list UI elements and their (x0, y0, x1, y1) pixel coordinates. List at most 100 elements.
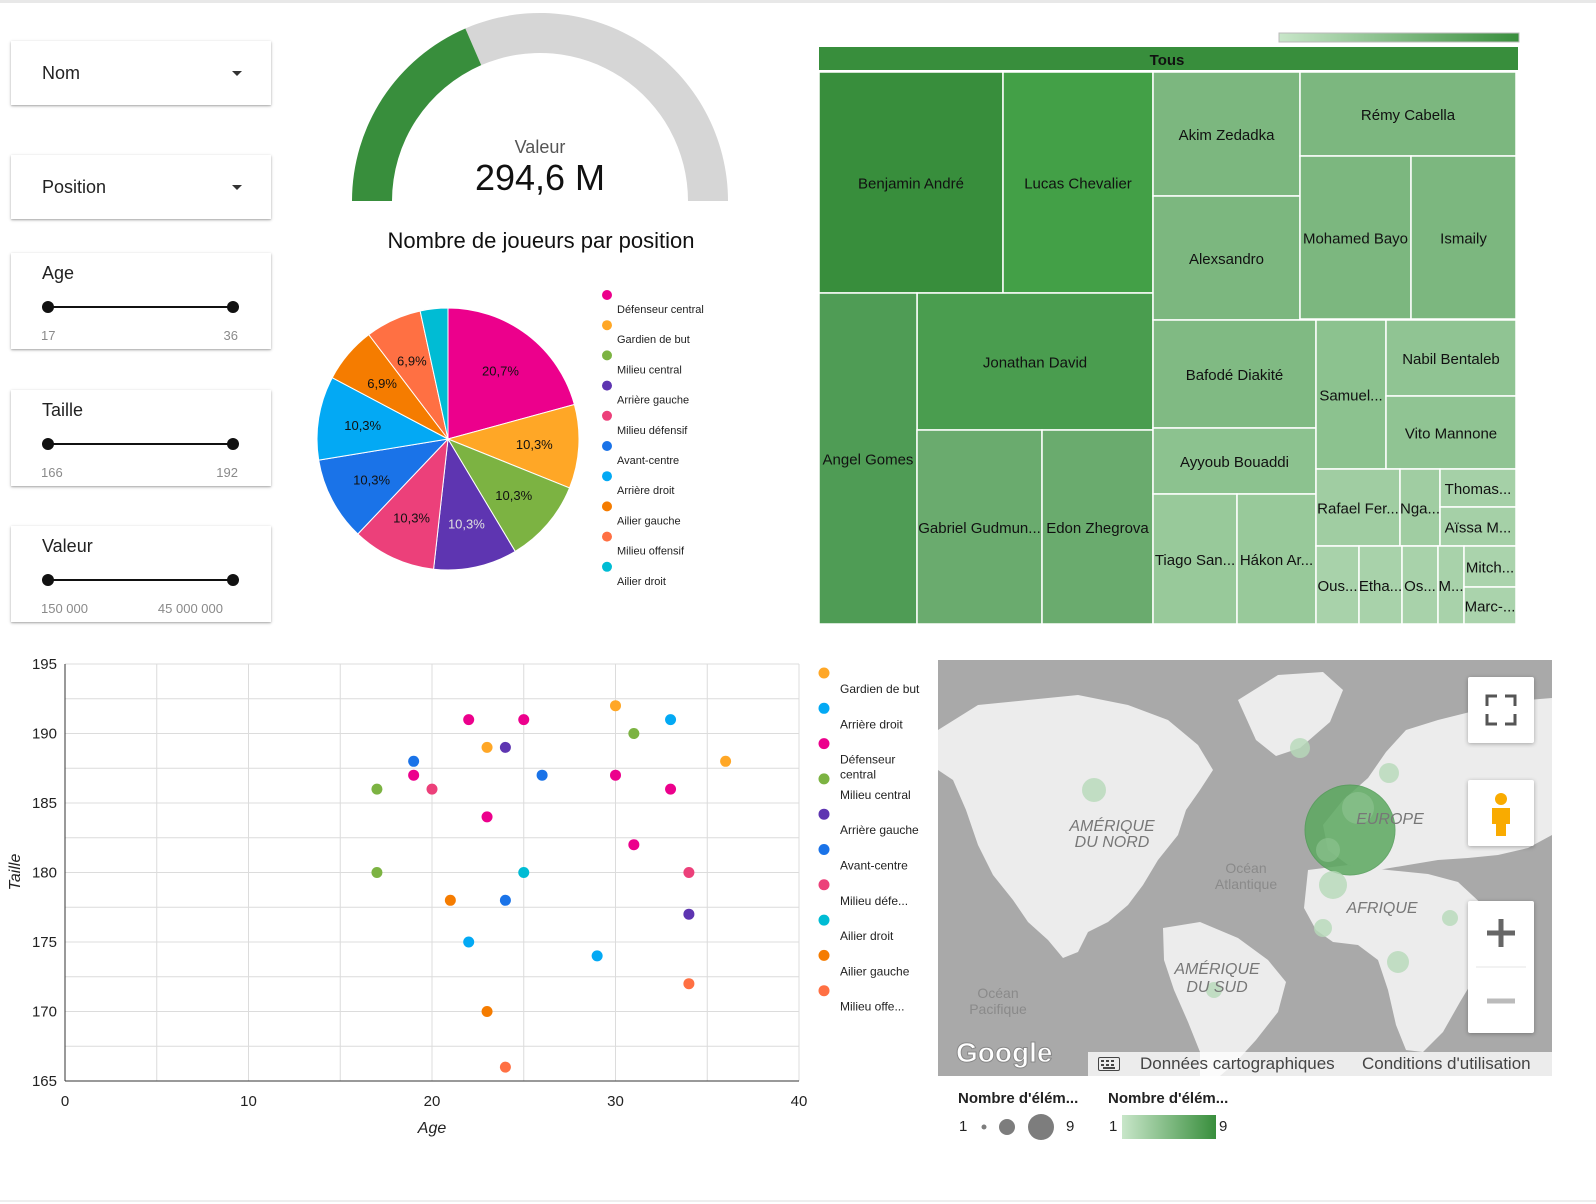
pie-legend-label-8[interactable]: Milieu offensif (617, 546, 685, 558)
scatter-point-2-2[interactable] (408, 769, 420, 781)
scatter-point-2-6[interactable] (628, 839, 640, 851)
treemap-cell-27[interactable] (1463, 586, 1517, 625)
map-bubble[interactable] (1316, 838, 1340, 862)
world-map[interactable]: AMÉRIQUE DU NORD AMÉRIQUE DU SUD EUROPE … (938, 660, 1552, 1076)
scatter-legend-label-6[interactable]: Milieu défe... (840, 894, 908, 908)
scatter-point-8-1[interactable] (481, 1006, 493, 1017)
pie-slice-1[interactable] (446, 403, 580, 489)
name-dropdown[interactable]: Nom (11, 41, 271, 105)
map-bubble[interactable] (1387, 951, 1409, 973)
scatter-point-1-0[interactable] (665, 714, 677, 726)
position-dropdown[interactable]: Position (11, 155, 271, 219)
age-slider-track[interactable] (48, 306, 234, 308)
pie-legend-label-7[interactable]: Ailier gauche (617, 515, 681, 527)
scatter-point-6-0[interactable] (426, 783, 438, 795)
treemap-cell-6[interactable] (1152, 71, 1301, 197)
scatter-point-6-1[interactable] (683, 867, 695, 878)
treemap-cell-20[interactable] (1439, 468, 1517, 508)
treemap-cell-12[interactable] (1152, 427, 1317, 495)
scatter-legend-label-1[interactable]: Arrière droit (840, 717, 903, 731)
treemap-cell-23[interactable] (1358, 545, 1403, 625)
scatter-point-5-0[interactable] (408, 755, 420, 767)
treemap-cell-8[interactable] (1299, 71, 1517, 157)
map-bubble[interactable] (1319, 871, 1347, 899)
treemap-cell-16[interactable] (1152, 493, 1238, 625)
treemap-cell-18[interactable] (1315, 468, 1401, 547)
map-bubble[interactable] (1379, 763, 1399, 783)
treemap-cell-15[interactable] (1385, 395, 1517, 470)
height-slider-max-handle[interactable] (227, 438, 239, 450)
scatter-point-9-1[interactable] (499, 1061, 511, 1073)
scatter-legend-label-3[interactable]: Milieu central (840, 788, 911, 802)
pie-slice-4[interactable] (357, 437, 449, 570)
treemap-cell-3[interactable] (818, 292, 918, 625)
map-data-link[interactable]: Données cartographiques (1140, 1054, 1335, 1073)
scatter-legend-label-5[interactable]: Avant-centre (840, 859, 908, 873)
scatter-point-2-4[interactable] (665, 783, 677, 795)
treemap-cell-0[interactable] (818, 71, 1004, 294)
treemap-root-header[interactable] (819, 47, 1518, 70)
map-bubble[interactable] (1290, 738, 1310, 758)
pie-slice-0[interactable] (447, 307, 575, 440)
pie-legend-label-9[interactable]: Ailier droit (617, 576, 666, 588)
scatter-point-8-0[interactable] (444, 894, 456, 906)
scatter-point-0-2[interactable] (720, 755, 732, 767)
scatter-legend-label-2[interactable]: Défenseur central (840, 753, 895, 782)
zoom-in-icon[interactable] (1487, 919, 1515, 947)
scatter-legend-label-8[interactable]: Ailier gauche (840, 964, 910, 978)
height-slider-min-handle[interactable] (42, 438, 54, 450)
map-bubble[interactable] (1082, 778, 1106, 802)
treemap-cell-5[interactable] (1041, 429, 1154, 625)
scatter-legend-label-9[interactable]: Milieu offe... (840, 1000, 904, 1014)
value-slider-min-handle[interactable] (42, 574, 54, 586)
treemap-cell-2[interactable] (916, 292, 1154, 431)
treemap-cell-11[interactable] (1152, 319, 1317, 429)
scatter-point-1-1[interactable] (463, 936, 475, 948)
scatter-point-3-1[interactable] (371, 783, 383, 795)
pie-slice-3[interactable] (433, 437, 516, 571)
pie-legend-label-3[interactable]: Arrière gauche (617, 395, 689, 407)
treemap-cell-17[interactable] (1236, 493, 1317, 625)
pie-slice-2[interactable] (446, 437, 571, 553)
treemap-cell-22[interactable] (1315, 545, 1360, 625)
scatter-point-0-0[interactable] (481, 741, 493, 753)
fullscreen-button[interactable] (1468, 677, 1534, 743)
map-terms-link[interactable]: Conditions d'utilisation (1362, 1054, 1531, 1073)
treemap-cell-13[interactable] (1315, 319, 1387, 470)
pie-legend-label-6[interactable]: Arrière droit (617, 485, 674, 497)
map-bubble[interactable] (1442, 910, 1458, 926)
age-slider-min-handle[interactable] (42, 301, 54, 313)
scatter-point-9-0[interactable] (683, 978, 695, 990)
scatter-point-2-5[interactable] (481, 811, 493, 823)
scatter-point-5-2[interactable] (499, 894, 511, 906)
treemap-cell-10[interactable] (1410, 155, 1517, 320)
pie-legend-label-2[interactable]: Milieu central (617, 364, 682, 376)
age-slider-max-handle[interactable] (227, 301, 239, 313)
scatter-point-2-0[interactable] (463, 714, 475, 726)
pie-legend-label-0[interactable]: Défenseur central (617, 304, 704, 316)
scatter-point-2-1[interactable] (518, 714, 530, 726)
treemap-cell-19[interactable] (1399, 468, 1441, 547)
height-slider-track[interactable] (48, 443, 234, 445)
scatter-point-0-1[interactable] (610, 700, 621, 712)
treemap-cell-9[interactable] (1299, 155, 1412, 320)
scatter-point-1-2[interactable] (591, 950, 603, 962)
scatter-legend-label-7[interactable]: Ailier droit (840, 929, 894, 943)
pie-slice-5[interactable] (318, 438, 450, 535)
value-slider-track[interactable] (48, 579, 234, 581)
treemap-cell-7[interactable] (1152, 195, 1301, 321)
pie-slice-9[interactable] (419, 307, 449, 440)
pie-legend-label-1[interactable]: Gardien de but (617, 334, 690, 346)
scatter-point-3-0[interactable] (628, 728, 640, 739)
street-view-button[interactable] (1468, 780, 1534, 846)
value-slider-max-handle[interactable] (227, 574, 239, 586)
treemap-cell-14[interactable] (1385, 319, 1517, 397)
map-bubble[interactable] (1342, 792, 1374, 824)
scatter-point-3-2[interactable] (371, 867, 383, 878)
treemap-cell-25[interactable] (1437, 545, 1465, 625)
scatter-point-2-3[interactable] (610, 769, 621, 781)
scatter-legend-label-0[interactable]: Gardien de but (840, 682, 920, 696)
scatter-point-5-1[interactable] (536, 769, 548, 781)
keyboard-icon[interactable] (1098, 1057, 1120, 1071)
scatter-point-7-0[interactable] (518, 867, 530, 878)
